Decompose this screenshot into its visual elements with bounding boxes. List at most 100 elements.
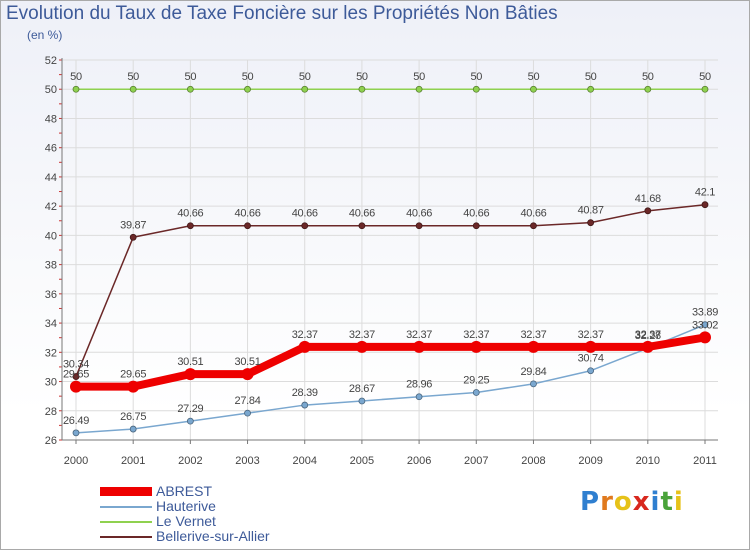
proxiti-logo: Proxiti bbox=[580, 487, 684, 517]
data-label-bellerive-sur-allier: 40.66 bbox=[349, 208, 375, 220]
data-point-abrest bbox=[413, 340, 426, 353]
legend: ABREST Hauterive Le Vernet Bellerive-sur-Al… bbox=[100, 483, 340, 544]
data-label-le-vernet: 50 bbox=[356, 71, 368, 83]
data-point-bellerive-sur-allier bbox=[129, 233, 137, 241]
data-point-abrest bbox=[355, 340, 368, 353]
data-point-hauterive bbox=[186, 417, 194, 425]
data-label-bellerive-sur-allier: 40.66 bbox=[177, 208, 203, 220]
data-label-bellerive-sur-allier: 40.66 bbox=[235, 208, 261, 220]
data-label-hauterive: 28.96 bbox=[406, 379, 432, 391]
x-tick-label: 2010 bbox=[636, 455, 660, 467]
logo-letter: r bbox=[600, 487, 614, 517]
data-point-le-vernet bbox=[244, 85, 251, 93]
data-point-hauterive bbox=[701, 321, 709, 329]
data-label-bellerive-sur-allier: 40.66 bbox=[292, 208, 318, 220]
y-tick-label: 26 bbox=[45, 435, 57, 447]
x-tick-label: 2008 bbox=[521, 455, 545, 467]
data-point-bellerive-sur-allier bbox=[301, 222, 309, 230]
chart-title: Evolution du Taux de Taxe Foncière sur l… bbox=[6, 3, 558, 24]
data-label-le-vernet: 50 bbox=[699, 71, 711, 83]
data-label-hauterive: 32.28 bbox=[635, 330, 661, 342]
data-label-hauterive: 27.29 bbox=[177, 403, 203, 415]
logo-letter: t bbox=[660, 487, 674, 517]
y-tick-label: 32 bbox=[45, 347, 57, 359]
logo-letter: o bbox=[613, 487, 633, 517]
data-point-le-vernet bbox=[530, 85, 537, 93]
data-label-abrest: 29.65 bbox=[120, 369, 146, 381]
logo-letter: P bbox=[580, 487, 601, 517]
data-point-abrest bbox=[70, 380, 82, 393]
data-label-bellerive-sur-allier: 41.68 bbox=[635, 193, 661, 205]
data-label-bellerive-sur-allier: 42.1 bbox=[695, 187, 715, 199]
legend-swatch bbox=[100, 506, 152, 508]
data-label-abrest: 32.37 bbox=[520, 329, 546, 341]
legend-item: Bellerive-sur-Allier bbox=[100, 528, 340, 544]
data-label-abrest: 30.51 bbox=[177, 356, 203, 368]
y-tick-label: 48 bbox=[45, 113, 57, 125]
legend-label: Hauterive bbox=[156, 498, 216, 514]
y-tick-label: 50 bbox=[45, 84, 57, 96]
series-line-hauterive bbox=[75, 323, 706, 434]
data-point-abrest bbox=[527, 340, 540, 353]
data-label-bellerive-sur-allier: 39.87 bbox=[120, 219, 146, 231]
data-point-bellerive-sur-allier bbox=[244, 222, 251, 230]
legend-label: ABREST bbox=[156, 483, 213, 499]
legend-item: ABREST bbox=[100, 483, 340, 499]
data-label-hauterive: 28.39 bbox=[292, 387, 318, 399]
data-point-hauterive bbox=[129, 425, 137, 433]
data-point-bellerive-sur-allier bbox=[530, 222, 537, 230]
y-tick-label: 46 bbox=[45, 143, 57, 155]
data-point-le-vernet bbox=[129, 85, 137, 93]
data-point-le-vernet bbox=[701, 85, 709, 93]
series-line-abrest bbox=[72, 333, 709, 391]
y-tick-label: 28 bbox=[45, 406, 57, 418]
data-point-abrest bbox=[641, 340, 654, 353]
legend-label: Le Vernet bbox=[156, 513, 216, 529]
x-tick-label: 2002 bbox=[178, 455, 202, 467]
data-label-bellerive-sur-allier: 40.66 bbox=[463, 208, 489, 220]
data-label-bellerive-sur-allier: 40.66 bbox=[406, 208, 432, 220]
data-point-hauterive bbox=[72, 429, 80, 437]
data-point-le-vernet bbox=[587, 85, 595, 93]
x-tick-label: 2009 bbox=[578, 455, 602, 467]
data-point-bellerive-sur-allier bbox=[186, 222, 194, 230]
data-point-hauterive bbox=[530, 380, 537, 388]
data-label-abrest: 29.65 bbox=[63, 369, 89, 381]
data-label-le-vernet: 50 bbox=[185, 71, 197, 83]
data-label-le-vernet: 50 bbox=[585, 71, 597, 83]
data-point-hauterive bbox=[415, 393, 423, 401]
y-tick-label: 34 bbox=[45, 318, 57, 330]
x-tick-label: 2006 bbox=[407, 455, 431, 467]
data-label-le-vernet: 50 bbox=[413, 71, 425, 83]
x-tick-label: 2011 bbox=[693, 455, 717, 467]
data-point-le-vernet bbox=[72, 85, 80, 93]
y-tick-label: 40 bbox=[45, 230, 57, 242]
data-label-hauterive: 33.89 bbox=[692, 307, 718, 319]
y-tick-label: 30 bbox=[45, 377, 57, 389]
data-point-bellerive-sur-allier bbox=[587, 219, 595, 227]
data-label-hauterive: 29.25 bbox=[463, 375, 489, 387]
data-point-abrest bbox=[470, 340, 483, 353]
y-tick-label: 44 bbox=[45, 172, 57, 184]
data-label-abrest: 32.37 bbox=[406, 329, 432, 341]
x-tick-label: 2004 bbox=[292, 455, 316, 467]
data-label-hauterive: 28.67 bbox=[349, 383, 375, 395]
y-tick-label: 36 bbox=[45, 289, 57, 301]
legend-swatch bbox=[100, 521, 152, 523]
data-point-abrest bbox=[127, 380, 140, 393]
y-tick-label: 42 bbox=[45, 201, 57, 213]
data-label-hauterive: 27.84 bbox=[235, 395, 261, 407]
data-label-le-vernet: 50 bbox=[299, 71, 311, 83]
x-tick-label: 2007 bbox=[464, 455, 488, 467]
data-point-bellerive-sur-allier bbox=[415, 222, 423, 230]
data-point-hauterive bbox=[358, 397, 366, 405]
data-label-abrest: 32.37 bbox=[349, 329, 375, 341]
data-point-le-vernet bbox=[186, 85, 194, 93]
data-point-le-vernet bbox=[415, 85, 423, 93]
legend-label: Bellerive-sur-Allier bbox=[156, 528, 270, 544]
data-point-bellerive-sur-allier bbox=[472, 222, 480, 230]
data-point-le-vernet bbox=[644, 85, 652, 93]
data-point-abrest bbox=[298, 340, 311, 353]
logo-letter: i bbox=[650, 487, 661, 517]
series-line-bellerive-sur-allier bbox=[75, 203, 706, 378]
